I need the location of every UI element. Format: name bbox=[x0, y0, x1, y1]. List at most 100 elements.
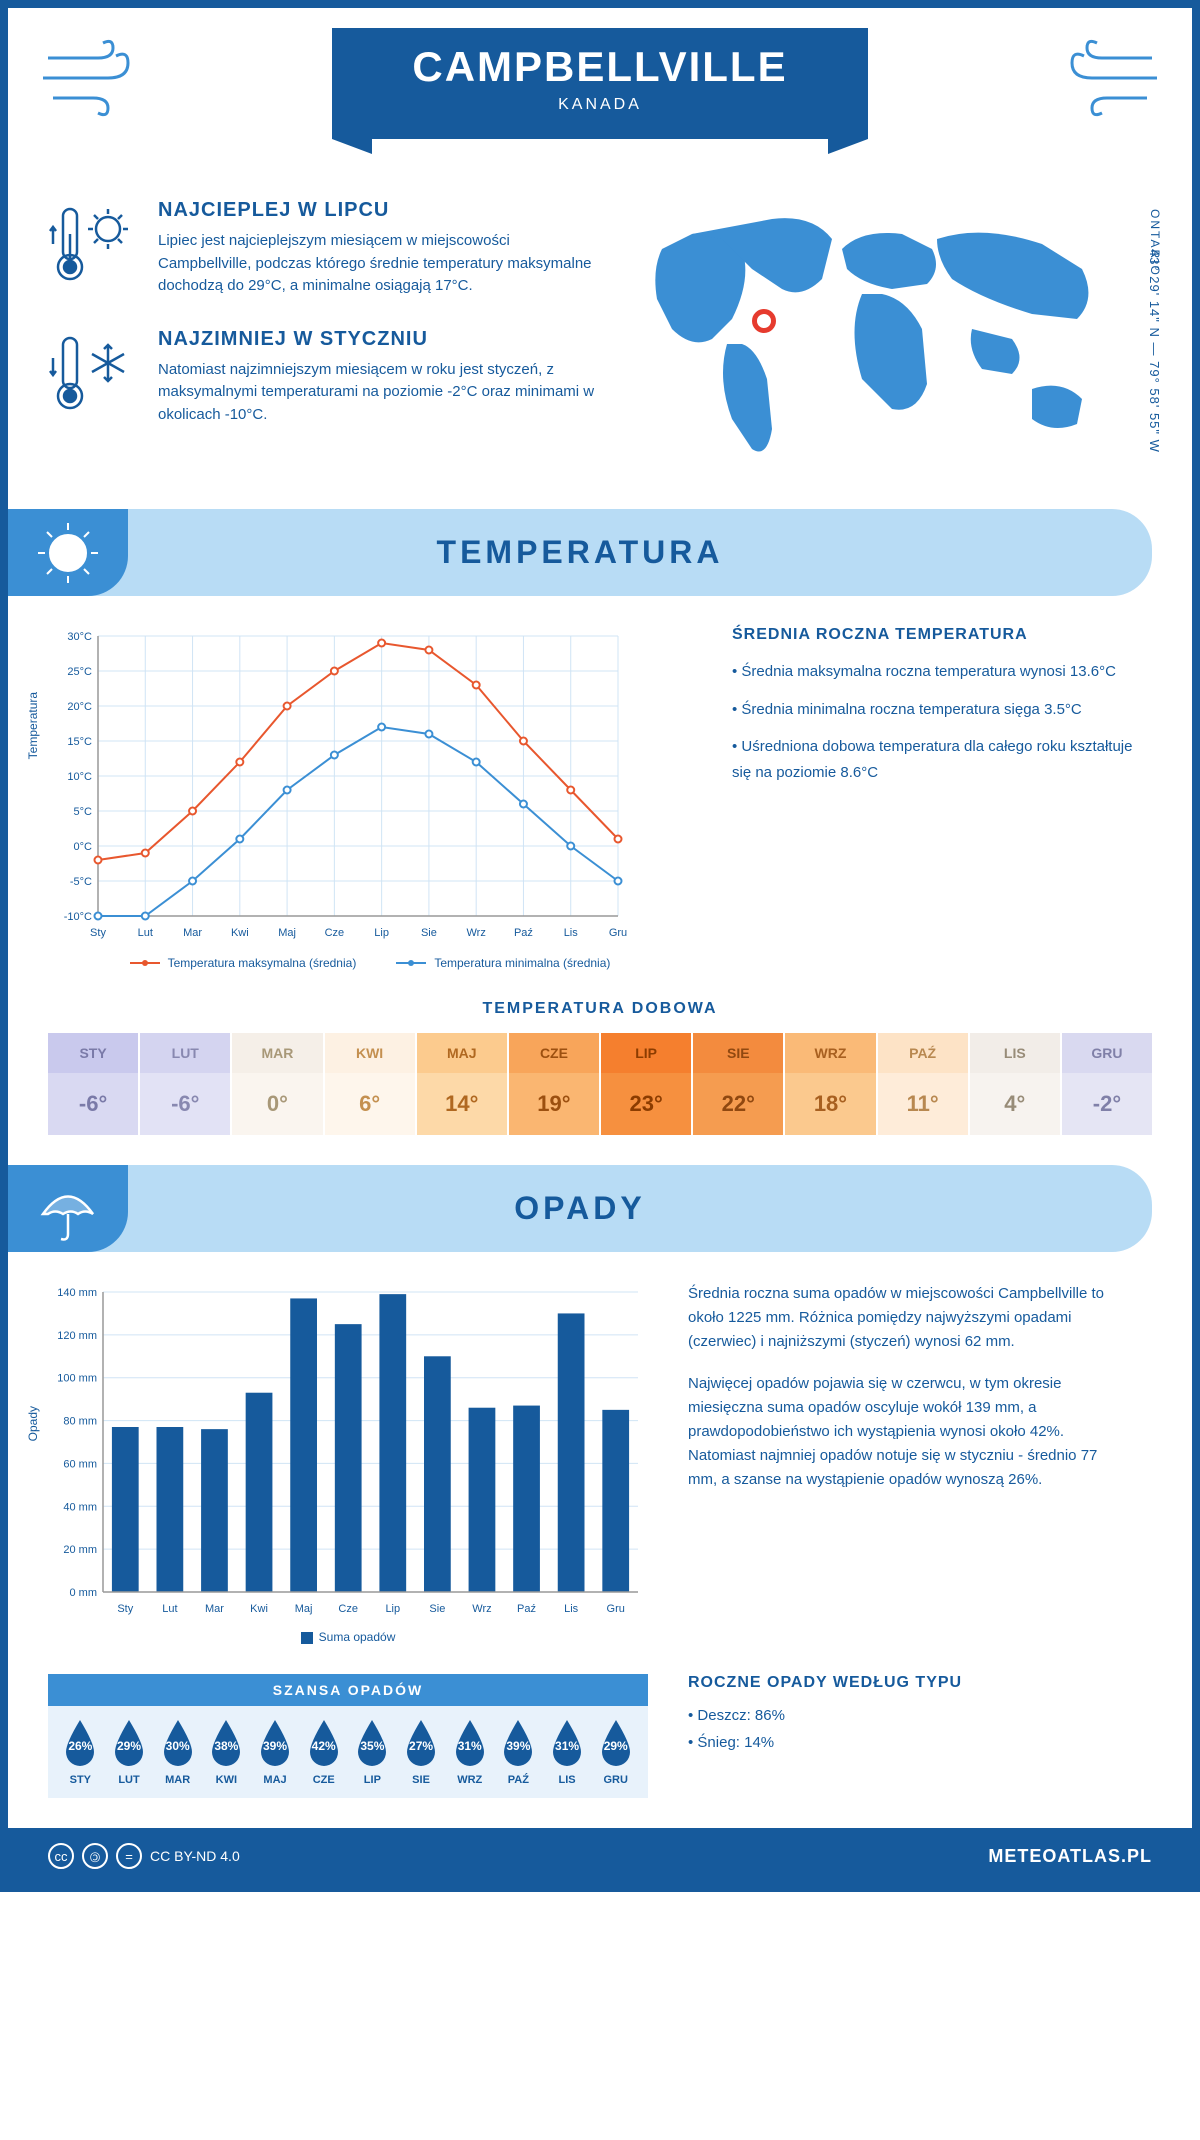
svg-text:Kwi: Kwi bbox=[231, 927, 249, 939]
world-map bbox=[632, 199, 1112, 479]
temp-cell: KWI 6° bbox=[325, 1033, 417, 1135]
daily-temp-table: STY -6° LUT -6° MAR 0° KWI 6° MAJ 14° CZ… bbox=[48, 1033, 1152, 1135]
chance-drop: 29% LUT bbox=[105, 1718, 154, 1786]
coordinates: 43° 29' 14" N — 79° 58' 55" W bbox=[1147, 249, 1162, 453]
svg-text:Lip: Lip bbox=[374, 927, 389, 939]
thermometer-sun-icon bbox=[48, 199, 138, 289]
chance-drop: 35% LIP bbox=[348, 1718, 397, 1786]
svg-text:-5°C: -5°C bbox=[70, 876, 92, 888]
nd-icon: = bbox=[116, 1843, 142, 1869]
precip-legend: Suma opadów bbox=[48, 1630, 648, 1644]
license-icons: cc 🄯 = CC BY-ND 4.0 bbox=[48, 1843, 240, 1869]
svg-text:Cze: Cze bbox=[325, 927, 345, 939]
temp-cell: WRZ 18° bbox=[785, 1033, 877, 1135]
location-marker bbox=[752, 309, 776, 333]
svg-text:Sty: Sty bbox=[117, 1603, 133, 1615]
warmest-block: NAJCIEPLEJ W LIPCU Lipiec jest najcieple… bbox=[48, 199, 602, 298]
coldest-title: NAJZIMNIEJ W STYCZNIU bbox=[158, 328, 602, 351]
svg-text:80 mm: 80 mm bbox=[63, 1416, 97, 1428]
chance-drop: 30% MAR bbox=[153, 1718, 202, 1786]
svg-text:60 mm: 60 mm bbox=[63, 1458, 97, 1470]
city-name: CAMPBELLVILLE bbox=[412, 43, 787, 91]
temp-cell: LUT -6° bbox=[140, 1033, 232, 1135]
svg-text:Lis: Lis bbox=[564, 1603, 579, 1615]
daily-temp-title: TEMPERATURA DOBOWA bbox=[48, 1000, 1152, 1018]
page: CAMPBELLVILLE KANADA NAJCIEPLEJ W LIPCU … bbox=[0, 0, 1200, 1892]
temp-bullet: • Średnia maksymalna roczna temperatura … bbox=[732, 659, 1152, 685]
coldest-text: Natomiast najzimniejszym miesiącem w rok… bbox=[158, 359, 602, 427]
temp-bullet: • Średnia minimalna roczna temperatura s… bbox=[732, 697, 1152, 723]
temp-legend: Temperatura maksymalna (średnia) Tempera… bbox=[48, 956, 692, 970]
svg-text:Sie: Sie bbox=[429, 1603, 445, 1615]
title-banner: CAMPBELLVILLE KANADA bbox=[332, 28, 867, 139]
svg-text:25°C: 25°C bbox=[67, 666, 92, 678]
chance-drop: 29% GRU bbox=[591, 1718, 640, 1786]
svg-text:Mar: Mar bbox=[205, 1603, 224, 1615]
temp-cell: STY -6° bbox=[48, 1033, 140, 1135]
precipitation-title: OPADY bbox=[8, 1190, 1152, 1227]
chance-drops: 26% STY 29% LUT 30% MAR 38% KWI bbox=[48, 1706, 648, 1798]
svg-text:40 mm: 40 mm bbox=[63, 1501, 97, 1513]
temp-info-title: ŚREDNIA ROCZNA TEMPERATURA bbox=[732, 626, 1152, 644]
svg-text:20°C: 20°C bbox=[67, 701, 92, 713]
daily-temp-section: TEMPERATURA DOBOWA STY -6° LUT -6° MAR 0… bbox=[8, 1000, 1192, 1165]
cc-icon: cc bbox=[48, 1843, 74, 1869]
svg-text:100 mm: 100 mm bbox=[57, 1373, 97, 1385]
svg-text:0°C: 0°C bbox=[74, 841, 93, 853]
svg-text:10°C: 10°C bbox=[67, 771, 92, 783]
svg-text:Wrz: Wrz bbox=[472, 1603, 491, 1615]
thermometer-snow-icon bbox=[48, 328, 138, 418]
svg-text:120 mm: 120 mm bbox=[57, 1330, 97, 1342]
svg-text:Paź: Paź bbox=[517, 1603, 536, 1615]
footer: cc 🄯 = CC BY-ND 4.0 METEOATLAS.PL bbox=[8, 1828, 1192, 1884]
svg-text:Gru: Gru bbox=[607, 1603, 625, 1615]
sun-icon bbox=[8, 509, 128, 596]
chance-box: SZANSA OPADÓW 26% STY 29% LUT 30% MAR bbox=[48, 1674, 648, 1798]
svg-text:20 mm: 20 mm bbox=[63, 1544, 97, 1556]
chance-drop: 38% KWI bbox=[202, 1718, 251, 1786]
svg-text:Gru: Gru bbox=[609, 927, 627, 939]
temperature-title: TEMPERATURA bbox=[8, 534, 1152, 571]
umbrella-icon bbox=[8, 1165, 128, 1252]
header: CAMPBELLVILLE KANADA bbox=[8, 8, 1192, 179]
temp-y-label: Temperatura bbox=[26, 692, 40, 759]
chance-drop: 31% LIS bbox=[543, 1718, 592, 1786]
temp-cell: MAJ 14° bbox=[417, 1033, 509, 1135]
temp-cell: PAŹ 11° bbox=[878, 1033, 970, 1135]
svg-text:Sie: Sie bbox=[421, 927, 437, 939]
svg-text:Lut: Lut bbox=[138, 927, 153, 939]
precip-type-info: ROCZNE OPADY WEDŁUG TYPU • Deszcz: 86%• … bbox=[688, 1674, 1108, 1798]
temp-bullet: • Uśredniona dobowa temperatura dla całe… bbox=[732, 734, 1152, 785]
svg-text:140 mm: 140 mm bbox=[57, 1287, 97, 1299]
warmest-text: Lipiec jest najcieplejszym miesiącem w m… bbox=[158, 230, 602, 298]
svg-text:Paź: Paź bbox=[514, 927, 533, 939]
chance-drop: 27% SIE bbox=[397, 1718, 446, 1786]
temperature-banner: TEMPERATURA bbox=[8, 509, 1152, 596]
precipitation-bar-chart: Opady 0 mm20 mm40 mm60 mm80 mm100 mm120 … bbox=[48, 1282, 648, 1622]
footer-brand: METEOATLAS.PL bbox=[988, 1846, 1152, 1867]
wind-icon-left bbox=[38, 38, 138, 132]
chance-section: SZANSA OPADÓW 26% STY 29% LUT 30% MAR bbox=[8, 1674, 1192, 1828]
by-icon: 🄯 bbox=[82, 1843, 108, 1869]
legend-min: Temperatura minimalna (średnia) bbox=[434, 956, 610, 970]
svg-text:Cze: Cze bbox=[338, 1603, 358, 1615]
license-text: CC BY-ND 4.0 bbox=[150, 1848, 240, 1864]
country-name: KANADA bbox=[412, 96, 787, 114]
temp-cell: SIE 22° bbox=[693, 1033, 785, 1135]
svg-text:5°C: 5°C bbox=[74, 806, 93, 818]
svg-text:Lut: Lut bbox=[162, 1603, 177, 1615]
svg-text:-10°C: -10°C bbox=[64, 911, 92, 923]
svg-text:Sty: Sty bbox=[90, 927, 106, 939]
precipitation-banner: OPADY bbox=[8, 1165, 1152, 1252]
chance-title: SZANSA OPADÓW bbox=[48, 1674, 648, 1706]
chance-drop: 42% CZE bbox=[299, 1718, 348, 1786]
temp-cell: GRU -2° bbox=[1062, 1033, 1152, 1135]
svg-text:30°C: 30°C bbox=[67, 631, 92, 643]
svg-text:Mar: Mar bbox=[183, 927, 202, 939]
intro-section: NAJCIEPLEJ W LIPCU Lipiec jest najcieple… bbox=[8, 179, 1192, 509]
svg-text:15°C: 15°C bbox=[67, 736, 92, 748]
precipitation-section: Opady 0 mm20 mm40 mm60 mm80 mm100 mm120 … bbox=[8, 1282, 1192, 1674]
chance-drop: 26% STY bbox=[56, 1718, 105, 1786]
coldest-block: NAJZIMNIEJ W STYCZNIU Natomiast najzimni… bbox=[48, 328, 602, 427]
chance-drop: 31% WRZ bbox=[445, 1718, 494, 1786]
